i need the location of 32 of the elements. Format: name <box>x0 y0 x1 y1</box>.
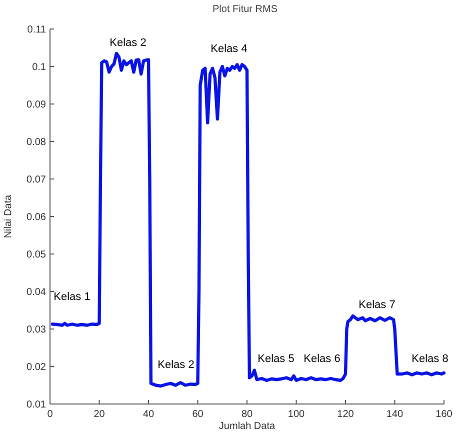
x-tick-label: 40 <box>142 409 154 420</box>
annotation: Kelas 6 <box>304 353 340 365</box>
y-axis-title: Nilai Data <box>3 194 14 238</box>
x-tick-label: 60 <box>192 409 204 420</box>
annotation: Kelas 7 <box>358 299 396 311</box>
annotation: Kelas 2 <box>110 37 146 49</box>
y-tick-label: 0.06 <box>26 212 46 223</box>
y-tick-label: 0.08 <box>26 137 46 148</box>
y-tick-label: 0.05 <box>26 250 46 260</box>
y-tick-label: 0.09 <box>26 100 46 110</box>
y-tick-label: 0.04 <box>26 287 46 298</box>
x-tick-label: 140 <box>386 409 404 420</box>
x-tick-label: 80 <box>241 409 253 420</box>
line-series <box>50 52 446 388</box>
y-tick-label: 0.02 <box>26 362 46 373</box>
x-tick-label: 120 <box>337 409 354 420</box>
y-tick-label: 0.03 <box>26 324 46 336</box>
y-tick-label: 0.07 <box>26 174 46 186</box>
y-tick-label: 0.11 <box>27 24 46 36</box>
annotation: Kelas 4 <box>210 43 248 55</box>
y-tick-label: 0.01 <box>26 400 46 410</box>
y-tick-label: 0.1 <box>32 62 46 73</box>
annotation: Kelas 2 <box>158 359 194 371</box>
x-tick-label: 0 <box>47 409 54 420</box>
annotation: Kelas 5 <box>258 353 294 365</box>
x-axis-title: Jumlah Data <box>218 421 276 432</box>
annotation: Kelas 1 <box>54 291 90 303</box>
annotation: Kelas 8 <box>412 353 448 365</box>
x-tick-label: 20 <box>94 409 106 420</box>
x-tick-label: 100 <box>288 409 306 420</box>
x-tick-label: 160 <box>436 409 453 420</box>
chart-title: Plot Fitur RMS <box>212 4 278 15</box>
